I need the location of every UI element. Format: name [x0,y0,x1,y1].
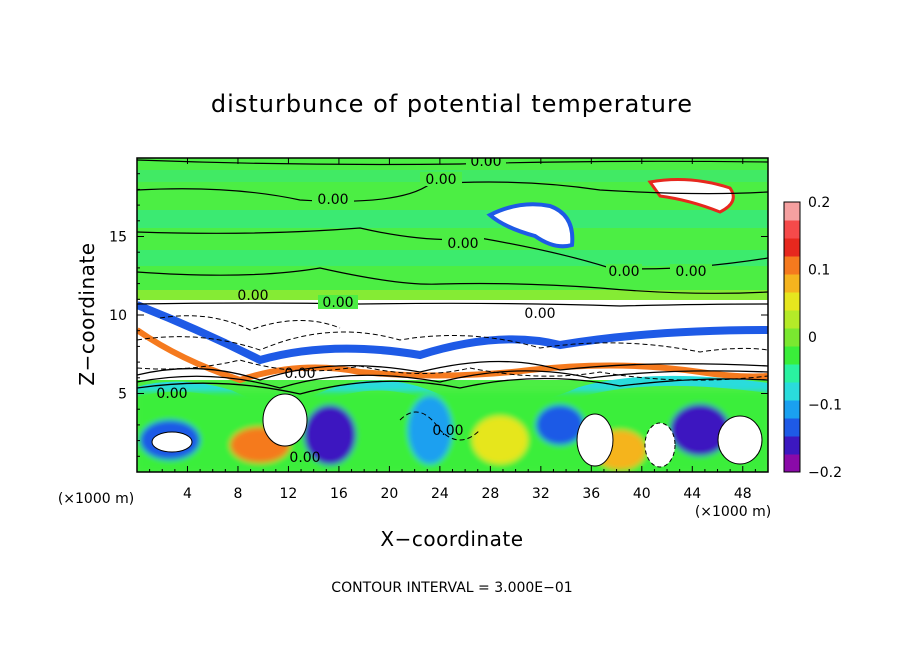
colorbar-tick-label: 0.2 [808,195,830,211]
colorbar-swatch [784,454,800,473]
contour-line [137,159,768,166]
contour-line [137,267,768,294]
colorbar-swatch [784,382,800,401]
contour-label-bg [312,192,354,206]
x-tick-label: 4 [183,486,192,502]
y-tick-label: 15 [109,230,127,246]
field-band [137,210,768,228]
contour-label: 0.00 [608,264,639,280]
x-tick-label: 24 [431,486,449,502]
colorbar-swatch [784,310,800,329]
x-tick-label: 48 [734,486,752,502]
x-tick-label: 28 [481,486,499,502]
x-tick-label: 32 [532,486,550,502]
colorbar: 0.2 0.1 0 −0.1 −0.2 [783,195,842,481]
x-tick-label: 12 [280,486,298,502]
contour-line [137,377,768,395]
contour-label-bg [318,295,358,309]
x-tick-label: 16 [330,486,348,502]
contour-label-bg [442,236,484,250]
contour-label: 0.00 [284,366,315,382]
field-blob [304,405,356,465]
x-axis: 4 8 12 16 20 24 28 32 36 40 44 48 [149,158,756,502]
field-blob [670,404,730,456]
colorbar-swatch [784,238,800,257]
colorbar-tick-label: 0 [808,330,817,346]
contour-line [399,411,481,441]
contour-line [137,370,768,389]
field-patch [486,202,575,249]
contour-line [137,302,768,307]
contour-label: 0.00 [289,450,320,466]
colorbar-swatch [784,202,800,221]
contour-label: 0.00 [675,264,706,280]
contour-line [137,331,768,353]
x-tick-label: 8 [233,486,242,502]
y-axis-label: Z−coordinate [75,242,99,385]
colorbar-tick-label: −0.1 [808,398,842,414]
contour-label: 0.00 [524,306,555,322]
colorbar-swatch [784,220,800,239]
field-blob [408,396,452,464]
contour-line [137,360,768,381]
contour-line [137,359,768,381]
colorbar-tick-label: −0.2 [808,465,842,481]
x-axis-label: X−coordinate [380,527,523,551]
colorbar-swatch [784,400,800,419]
field-patch [576,413,614,467]
contours-dense [137,360,768,395]
colorbar-swatch [784,256,800,275]
field-blob [536,405,584,445]
y-tick-label: 5 [118,387,127,403]
colorbar-frame [783,201,801,473]
contour-label-bg [670,264,712,278]
field-white-layer [137,300,768,380]
contour-label-group: 0.00 0.00 0.00 0.00 0.00 0.00 0.00 0.00 … [156,154,712,466]
field-patch [644,422,676,468]
contour-label: 0.00 [237,288,268,304]
colorbar-swatch [784,274,800,293]
colorbar-swatch [784,346,800,365]
contour-line [159,315,341,331]
y-axis: 5 10 15 [109,173,768,457]
field-band [137,250,768,266]
field-patch [717,415,763,465]
y-unit-label: (×1000 m) [58,491,134,507]
contours-dashed [137,315,768,441]
field-ribbon [137,301,768,365]
contour-label-bg [606,264,642,278]
field-patch [647,178,735,214]
contour-label: 0.00 [470,154,501,170]
colorbar-tick-label: 0.1 [808,263,830,279]
contour-label: 0.00 [156,386,187,402]
field-patch [262,393,308,447]
colorbar-swatch [784,364,800,383]
field-patch [151,431,193,453]
field-blob [472,416,528,464]
chart-title: disturbunce of potential temperature [211,90,693,118]
contour-label-bg [420,172,462,186]
x-unit-label: (×1000 m) [695,504,771,520]
x-tick-label: 40 [633,486,651,502]
contour-label-bg [466,158,506,168]
colorbar-swatch [784,328,800,347]
colorbar-swatch [784,292,800,311]
x-tick-label: 36 [582,486,600,502]
contour-interval-note: CONTOUR INTERVAL = 3.000E−01 [331,580,572,596]
contour-label: 0.00 [447,236,478,252]
contour-label: 0.00 [432,423,463,439]
contour-label: 0.00 [317,192,348,208]
y-tick-label: 10 [109,308,127,324]
contour-label: 0.00 [322,295,353,311]
x-tick-label: 44 [683,486,701,502]
colorbar-swatch [784,418,800,437]
contour-label: 0.00 [425,172,456,188]
x-tick-label: 20 [380,486,398,502]
plot-area: 0.00 0.00 0.00 0.00 0.00 0.00 0.00 0.00 … [137,154,768,472]
colorbar-swatch [784,436,800,455]
